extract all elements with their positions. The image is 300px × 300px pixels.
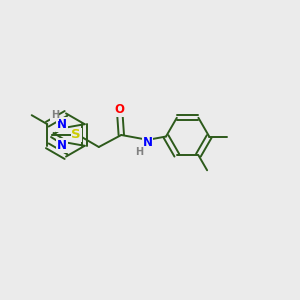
Text: N: N <box>142 136 152 149</box>
Text: H: H <box>135 147 143 157</box>
Text: H: H <box>51 110 59 120</box>
Text: N: N <box>57 118 67 131</box>
Text: O: O <box>115 103 125 116</box>
Text: S: S <box>71 128 81 142</box>
Text: N: N <box>57 139 67 152</box>
